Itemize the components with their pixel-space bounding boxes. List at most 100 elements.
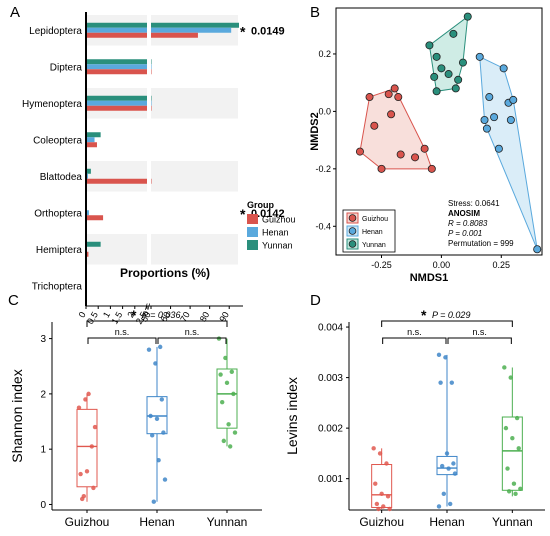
point-yunnan (430, 72, 439, 81)
bar-henan-low (86, 100, 147, 106)
anosim-permutation: Permutation = 999 (448, 239, 514, 248)
data-point (226, 422, 231, 427)
axis-break-gap (147, 12, 151, 304)
point-henan (480, 116, 489, 125)
data-point (231, 391, 236, 397)
hull-henan (479, 56, 538, 250)
bar-guizhou (151, 178, 152, 184)
x-tick-label: 0 (77, 310, 88, 319)
panel-a-bar-chart: Lepidoptera Diptera Hymenoptera Coleoptera B… (22, 12, 296, 326)
category-label: Coleoptera (33, 135, 82, 146)
data-point (379, 491, 384, 497)
bracket-significant (86, 320, 228, 327)
category-label: Orthoptera (34, 208, 82, 219)
data-point (148, 413, 153, 419)
x-tick-label: 0.00 (433, 260, 451, 270)
point-guizhou (387, 110, 396, 119)
category-label: Diptera (50, 62, 83, 73)
category-label: Hymenoptera (22, 99, 82, 110)
data-point (81, 493, 87, 499)
significance-star: * (240, 23, 246, 39)
box-guizhou (371, 464, 393, 508)
y-tick-label: -0.2 (315, 164, 331, 174)
point-yunnan (425, 41, 434, 50)
legend-label-henan: Henan (262, 228, 289, 238)
data-point (385, 494, 391, 499)
anosim-p: P = 0.001 (448, 229, 482, 238)
data-point (78, 471, 83, 477)
y-axis-title: Shannon index (9, 369, 25, 462)
panel-label-c: C (8, 292, 19, 309)
bar-yunnan (151, 95, 152, 101)
point-guizhou (390, 84, 399, 93)
category-label: Lepidoptera (29, 26, 82, 37)
bar-guizhou (151, 69, 152, 75)
point-henan (490, 113, 499, 122)
bracket-ns-label: n.s. (185, 327, 200, 337)
point-yunnan (454, 75, 463, 84)
bar-yunnan (151, 59, 152, 65)
data-point (436, 504, 442, 509)
legend-marker-yunnan (348, 240, 357, 248)
significance-star: * (421, 307, 427, 323)
bar-henan (151, 100, 152, 106)
data-point (438, 380, 443, 385)
point-guizhou (427, 164, 436, 173)
bracket-ns-label: n.s. (407, 327, 422, 337)
legend-swatch-yunnan (247, 240, 258, 250)
data-point (223, 355, 228, 361)
axis-break-mark: // (145, 302, 151, 312)
data-point (374, 501, 380, 507)
bar-yunnan (86, 132, 101, 138)
significance-star: * (240, 206, 246, 222)
data-point (218, 372, 223, 377)
point-guizhou (355, 147, 364, 156)
data-point (451, 461, 456, 466)
data-point (373, 481, 378, 486)
data-point (508, 375, 513, 380)
bar-henan (151, 27, 232, 33)
x-tick-label: 70 (178, 310, 192, 324)
legend-label-yunnan: Yunnan (262, 241, 293, 251)
category-band (86, 234, 238, 265)
point-henan (499, 64, 508, 73)
anosim-title: ANOSIM (448, 209, 480, 218)
y-tick-label: 2 (40, 389, 46, 400)
plot-frame (335, 7, 543, 256)
y-tick-label: 0.2 (318, 49, 331, 59)
x-tick-label: 0.25 (493, 260, 511, 270)
data-point (228, 444, 233, 449)
bar-guizhou (86, 142, 97, 148)
data-point (384, 461, 389, 466)
data-point (443, 355, 448, 360)
bracket-ns-label: n.s. (472, 327, 487, 337)
significance-star: * (131, 307, 137, 323)
x-tick-label: Yunnan (207, 515, 248, 529)
stress-value: Stress: 0.0641 (448, 199, 500, 208)
x-tick-label: 1 (101, 310, 112, 319)
box-yunnan (216, 368, 238, 429)
point-guizhou (370, 121, 379, 130)
legend-label-henan: Henan (362, 229, 383, 236)
category-label: Trichoptera (32, 281, 83, 292)
bar-guizhou (151, 105, 152, 111)
y-tick-label: 0.001 (318, 474, 343, 485)
data-point (153, 361, 158, 366)
data-point (216, 336, 222, 341)
bar-henan (86, 137, 95, 143)
bar-guizhou-low (86, 69, 147, 75)
point-yunnan (432, 87, 441, 96)
data-point (161, 430, 166, 435)
x-tick-label: Henan (429, 515, 464, 529)
data-point (448, 501, 453, 507)
panel-label-a: A (10, 4, 20, 21)
data-point (503, 425, 509, 431)
bar-yunnan (86, 168, 91, 174)
box-henan (436, 455, 458, 476)
point-henan (475, 52, 484, 61)
point-henan (482, 124, 491, 133)
data-point (446, 466, 451, 471)
category-band (86, 161, 238, 192)
significance-p-value: P = 0.036 (142, 310, 180, 320)
data-point (91, 485, 96, 491)
